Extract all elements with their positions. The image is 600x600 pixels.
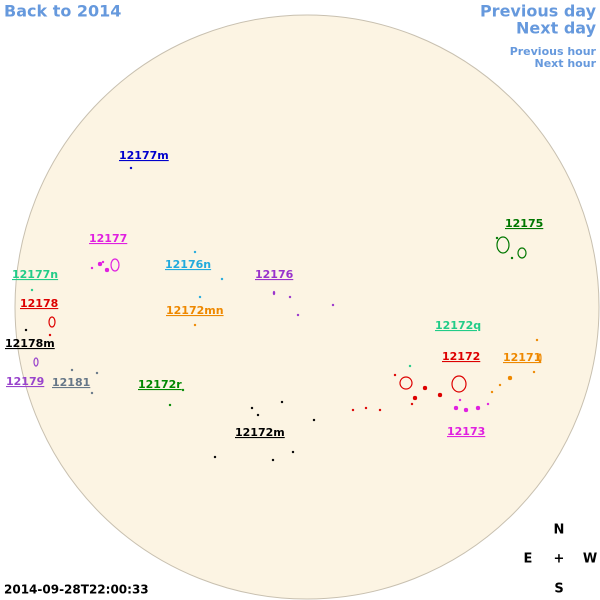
compass-west: W <box>583 552 597 567</box>
sunspot <box>90 391 94 395</box>
sunspot <box>538 353 542 363</box>
region-label: 12177 <box>89 232 127 245</box>
back-link[interactable]: Back to 2014 <box>4 2 121 21</box>
previous-hour-link[interactable]: Previous hour <box>510 45 597 58</box>
region-label: 12177n <box>12 268 58 281</box>
sunspot <box>412 395 418 401</box>
sunspot <box>331 303 335 307</box>
sunspot <box>97 261 103 267</box>
sunspot <box>24 328 28 332</box>
sunspot <box>30 288 34 292</box>
sunspot <box>490 390 494 394</box>
sunspot <box>101 260 105 264</box>
region-label: 12175 <box>505 217 543 230</box>
sunspot <box>458 398 462 402</box>
sunspot <box>463 407 469 413</box>
sunspot <box>312 418 316 422</box>
sunspot <box>399 376 413 390</box>
sunspot <box>95 371 99 375</box>
sunspot <box>193 250 197 254</box>
sunspot <box>271 458 275 462</box>
sunspot <box>256 413 260 417</box>
region-label: 12176n <box>165 258 211 271</box>
sunspot <box>422 385 428 391</box>
compass-east: E <box>524 552 533 567</box>
region-label: 12172 <box>442 350 480 363</box>
region-label: 12172m <box>235 426 285 439</box>
sunspot <box>378 408 382 412</box>
compass-north: N <box>554 523 565 538</box>
sunspot <box>507 375 513 381</box>
region-label: 12181 <box>52 376 90 389</box>
sunspot <box>496 236 510 254</box>
region-label: 12178m <box>5 337 55 350</box>
sunspot <box>280 400 284 404</box>
sunspot <box>129 166 133 170</box>
sunspot <box>532 370 536 374</box>
sunspot <box>291 450 295 454</box>
sunspot <box>495 236 499 240</box>
sunspot <box>451 375 467 393</box>
region-label: 12172q <box>435 319 481 332</box>
sunspot <box>517 247 527 259</box>
sunspot <box>453 405 459 411</box>
sunspot <box>437 392 443 398</box>
sunspot <box>486 402 490 406</box>
previous-day-link[interactable]: Previous day <box>480 2 597 21</box>
sunspot <box>90 266 94 270</box>
sunspot <box>168 403 172 407</box>
sunspot <box>535 338 539 342</box>
region-label: 12178 <box>20 297 58 310</box>
sunspot <box>364 406 368 410</box>
sunspot <box>198 295 202 299</box>
region-label: 12173 <box>447 425 485 438</box>
compass-south: S <box>554 582 563 597</box>
next-day-link[interactable]: Next day <box>516 19 597 38</box>
sunspot <box>296 313 300 317</box>
sunspot <box>510 256 514 260</box>
sunspot <box>181 388 185 392</box>
sunspot <box>104 267 110 273</box>
region-label: 12179 <box>6 375 44 388</box>
sunspot <box>475 405 481 411</box>
region-label: 12172mn <box>166 304 224 317</box>
next-hour-link[interactable]: Next hour <box>535 57 597 70</box>
compass-center: + <box>554 552 565 567</box>
solar-disk <box>14 14 600 600</box>
sunspot <box>393 373 397 377</box>
sunspot <box>48 316 56 328</box>
sunspot <box>48 333 52 337</box>
sunspot <box>33 357 39 367</box>
region-label: 12171 <box>503 351 541 364</box>
timestamp: 2014-09-28T22:00:33 <box>4 583 149 597</box>
sunspot <box>220 277 224 281</box>
sunspot <box>272 290 276 296</box>
sunspot <box>110 258 120 272</box>
sunspot <box>351 408 355 412</box>
sunspot <box>410 402 414 406</box>
sunspot <box>250 406 254 410</box>
region-label: 12172r <box>138 378 182 391</box>
sunspot <box>213 455 217 459</box>
region-label: 12176 <box>255 268 294 281</box>
sunspot <box>288 295 292 299</box>
sunspot <box>70 368 74 372</box>
region-label: 12177m <box>119 149 169 162</box>
sunspot <box>408 364 412 368</box>
sunspot <box>193 323 197 327</box>
sunspot <box>498 383 502 387</box>
